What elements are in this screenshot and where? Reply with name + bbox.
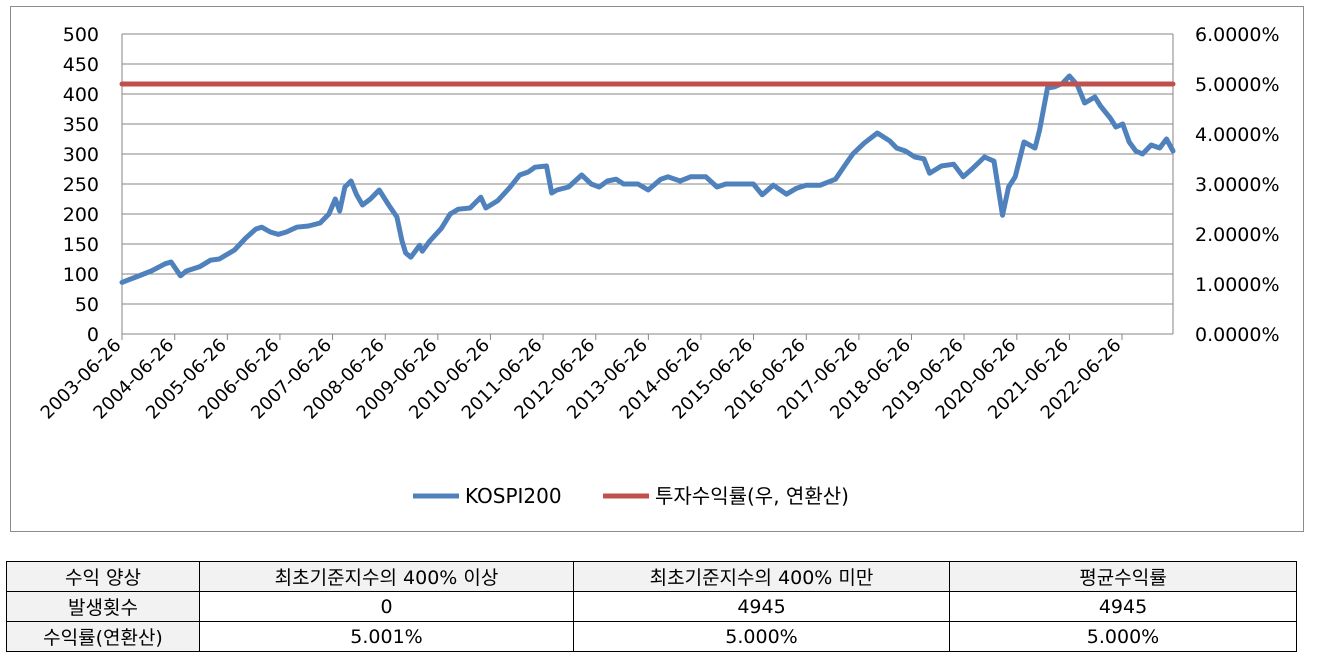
legend-label: KOSPI200 <box>465 484 562 508</box>
chart-area: 0 50 100 150 200 250 300 350 400 450 500 0.0000% 1.… <box>10 6 1304 532</box>
right-axis-tick-label: 1.0000% <box>1195 274 1280 296</box>
left-axis-tick-label: 150 <box>63 234 99 256</box>
left-axis-tick-label: 500 <box>63 24 99 46</box>
right-axis-tick-label: 2.0000% <box>1195 224 1280 246</box>
right-axis-tick-label: 6.0000% <box>1195 24 1280 46</box>
table-cell: 4945 <box>573 591 950 622</box>
table-cell: 0 <box>199 591 574 622</box>
left-axis-tick-label: 100 <box>63 264 99 286</box>
left-axis-tick-label: 350 <box>63 114 99 136</box>
table-row: 수익률(연환산) 5.001% 5.000% 5.000% <box>6 621 1297 652</box>
right-axis-tick-label: 3.0000% <box>1195 174 1280 196</box>
left-axis-tick-label: 400 <box>63 84 99 106</box>
table-header-cell: 평균수익률 <box>949 561 1297 592</box>
legend: KOSPI200 투자수익률(우, 연환산) <box>413 484 849 508</box>
summary-table: 수익 양상 최초기준지수의 400% 이상 최초기준지수의 400% 미만 평균… <box>6 561 1297 652</box>
table-cell: 5.001% <box>199 621 574 652</box>
line-chart: 0 50 100 150 200 250 300 350 400 450 500 0.0000% 1.… <box>37 24 1280 508</box>
series <box>119 73 1176 285</box>
table-row-label: 수익률(연환산) <box>6 621 200 652</box>
table-cell: 4945 <box>949 591 1297 622</box>
left-axis-tick-label: 200 <box>63 204 99 226</box>
table-row-label: 발생횟수 <box>6 591 200 622</box>
table-header-cell: 최초기준지수의 400% 이상 <box>199 561 574 592</box>
right-axis-tick-label: 4.0000% <box>1195 124 1280 146</box>
left-axis-tick-label: 0 <box>87 324 99 346</box>
table-header-row: 수익 양상 최초기준지수의 400% 이상 최초기준지수의 400% 미만 평균… <box>6 561 1297 592</box>
table-cell: 5.000% <box>949 621 1297 652</box>
right-axis-tick-label: 0.0000% <box>1195 324 1280 346</box>
x-axis-tick-labels: 2003-06-262004-06-262005-06-262006-06-26… <box>37 335 1126 424</box>
table-cell: 5.000% <box>573 621 950 652</box>
series-line-kospi200 <box>119 73 1176 285</box>
table-row: 발생횟수 0 4945 4945 <box>6 591 1297 622</box>
left-axis-tick-label: 50 <box>75 294 99 316</box>
left-axis-tick-label: 450 <box>63 54 99 76</box>
table-header-cell: 수익 양상 <box>6 561 200 592</box>
left-axis-tick-label: 300 <box>63 144 99 166</box>
left-axis-tick-labels: 0 50 100 150 200 250 300 350 400 450 500 <box>63 24 99 346</box>
legend-label: 투자수익률(우, 연환산) <box>655 484 849 508</box>
right-axis-tick-label: 5.0000% <box>1195 74 1280 96</box>
left-axis-tick-label: 250 <box>63 174 99 196</box>
right-axis-tick-labels: 0.0000% 1.0000% 2.0000% 3.0000% 4.0000% 5.000… <box>1195 24 1280 346</box>
table-header-cell: 최초기준지수의 400% 미만 <box>573 561 950 592</box>
